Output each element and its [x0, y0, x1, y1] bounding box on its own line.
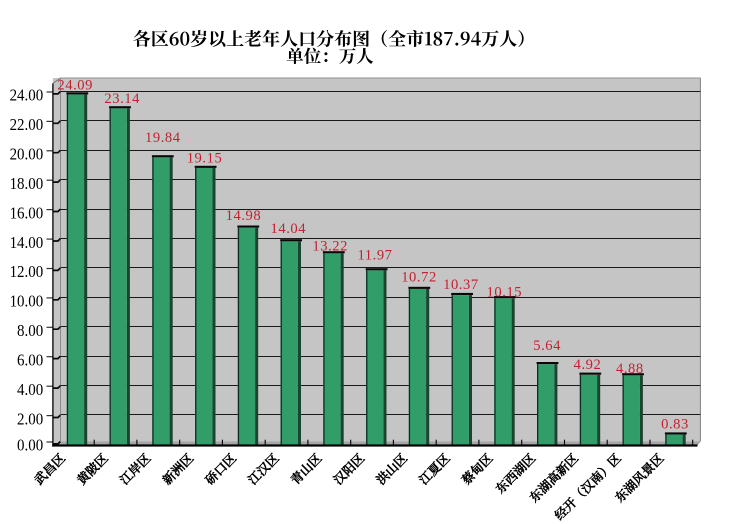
svg-text:10.72: 10.72 — [401, 270, 437, 286]
svg-text:13.22: 13.22 — [312, 239, 348, 255]
svg-text:24.09: 24.09 — [57, 78, 93, 94]
svg-text:10.15: 10.15 — [487, 285, 523, 301]
svg-text:10.37: 10.37 — [443, 277, 479, 293]
svg-text:14.98: 14.98 — [226, 208, 262, 224]
svg-text:14.04: 14.04 — [271, 221, 307, 237]
svg-text:4.00: 4.00 — [17, 381, 43, 399]
svg-text:18.00: 18.00 — [10, 175, 44, 193]
svg-text:23.14: 23.14 — [104, 91, 140, 107]
svg-text:19.15: 19.15 — [187, 151, 223, 167]
svg-text:6.00: 6.00 — [17, 352, 43, 370]
svg-text:8.00: 8.00 — [17, 322, 43, 340]
svg-text:22.00: 22.00 — [10, 116, 44, 134]
svg-text:11.97: 11.97 — [357, 247, 392, 263]
svg-text:0.83: 0.83 — [661, 417, 689, 433]
svg-text:12.00: 12.00 — [10, 263, 44, 281]
svg-text:14.00: 14.00 — [10, 234, 44, 252]
svg-text:19.84: 19.84 — [145, 130, 181, 146]
svg-text:24.00: 24.00 — [10, 87, 44, 105]
svg-text:10.00: 10.00 — [10, 293, 44, 311]
svg-text:20.00: 20.00 — [10, 146, 44, 164]
svg-text:0.00: 0.00 — [17, 437, 43, 455]
svg-text:4.88: 4.88 — [616, 361, 644, 377]
svg-text:5.64: 5.64 — [533, 338, 561, 354]
svg-text:16.00: 16.00 — [10, 204, 44, 222]
svg-text:2.00: 2.00 — [17, 410, 43, 428]
svg-text:4.92: 4.92 — [574, 357, 602, 373]
